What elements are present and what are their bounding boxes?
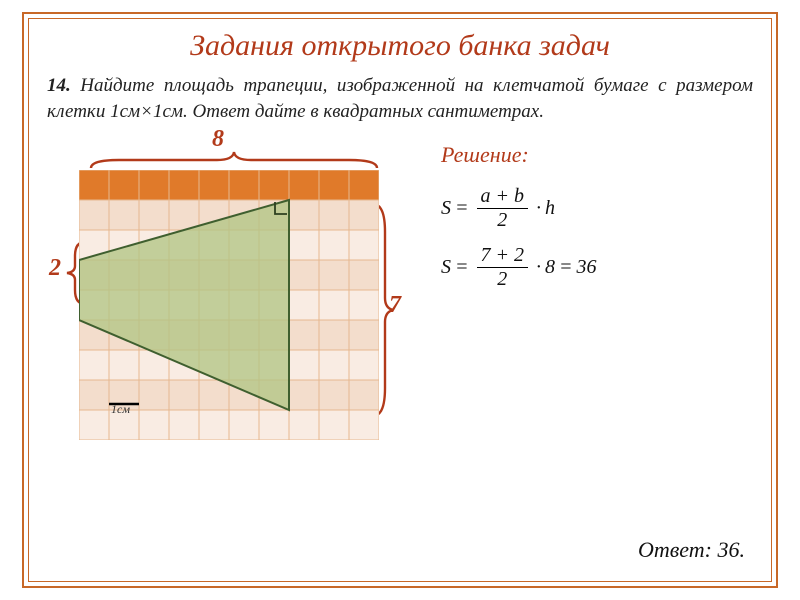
solution-column: Решение: S = a + b 2 · h S = 7 + 2	[441, 132, 753, 304]
answer-label: Ответ:	[638, 537, 712, 562]
page-title: Задания открытого банка задач	[47, 29, 753, 63]
answer-value: 36.	[718, 537, 746, 562]
formula-lhs: S	[441, 197, 451, 220]
formula-den: 2	[493, 209, 511, 231]
answer-line: Ответ: 36.	[638, 537, 745, 563]
solution-heading: Решение:	[441, 142, 753, 168]
formula-num: a + b	[477, 186, 529, 209]
formula2-num: 7 + 2	[477, 245, 529, 268]
formula-general: S = a + b 2 · h	[441, 186, 753, 231]
slide-inner-border: Задания открытого банка задач 14. Найдит…	[28, 18, 772, 582]
slide-outer-border: Задания открытого банка задач 14. Найдит…	[22, 12, 778, 588]
figure: 8 2 7 1см	[47, 132, 417, 472]
formula2-mult: 8	[545, 256, 555, 279]
formula2-den: 2	[493, 268, 511, 290]
problem-number: 14.	[47, 75, 71, 96]
dim-left: 2	[49, 255, 61, 282]
formula-numeric: S = 7 + 2 2 · 8 = 36	[441, 245, 753, 290]
scale-label: 1см	[111, 402, 130, 417]
dim-top: 8	[212, 126, 224, 153]
formula2-lhs: S	[441, 256, 451, 279]
problem-text: Найдите площадь трапеции, изображенной н…	[47, 75, 753, 122]
formula2-result: 36	[577, 256, 597, 279]
formula-mult: h	[545, 197, 555, 220]
problem-statement: 14. Найдите площадь трапеции, изображенн…	[47, 73, 753, 124]
grid-diagram	[79, 170, 379, 440]
